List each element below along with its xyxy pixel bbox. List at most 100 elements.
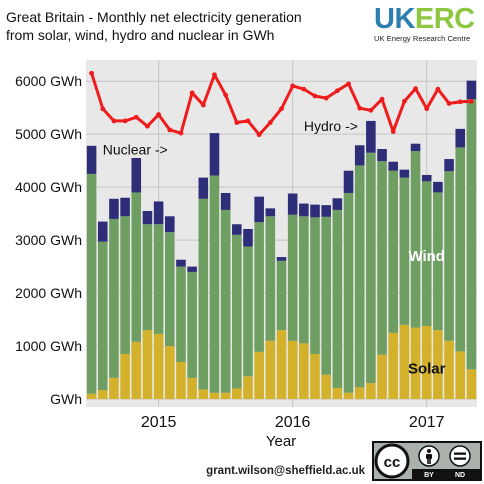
y-tick-label: 1000 GWh (15, 338, 82, 354)
wind-bar (142, 224, 153, 331)
hydro-bar (421, 174, 432, 182)
wind-bar (354, 165, 365, 388)
solar-bar (455, 351, 466, 400)
nuclear-point (334, 88, 340, 94)
solar-bar (332, 387, 343, 400)
y-tick-label: 2000 GWh (15, 285, 82, 301)
nuclear-point (368, 107, 374, 113)
nuclear-point (200, 102, 206, 108)
ukerc-logo: UKERC UK Energy Research Centre (374, 3, 476, 43)
nuclear-point (267, 120, 273, 125)
nuclear-point (122, 118, 128, 124)
wind-bar (287, 214, 298, 341)
nuclear-point (435, 86, 441, 92)
nuclear-point (413, 86, 418, 92)
solar-bar (444, 340, 454, 400)
nuclear-point (223, 92, 229, 98)
hydro-bar (153, 201, 164, 225)
wind-bar (455, 147, 466, 352)
nuclear-point (401, 98, 407, 104)
hydro-bar (120, 197, 130, 217)
wind-bar (97, 241, 108, 391)
hydro-bar (433, 181, 443, 193)
nd-label: ND (455, 472, 465, 479)
wind-bar (86, 173, 97, 394)
solar-bar (433, 330, 443, 400)
y-axis: GWh 1000 GWh 2000 GWh 3000 GWh 4000 GWh 5000 … (15, 73, 82, 407)
wind-bar (399, 177, 410, 325)
solar-bar (176, 361, 186, 400)
nuclear-point (312, 93, 318, 99)
hydro-bar (131, 158, 142, 193)
chart-title-line-2: from solar, wind, hydro and nuclear in G… (6, 27, 274, 43)
wind-bar (310, 217, 320, 355)
wind-bar (421, 181, 432, 326)
hydro-bar (276, 257, 287, 261)
y-tick-label: GWh (50, 391, 82, 407)
hydro-bar (332, 198, 343, 210)
y-tick-label: 4000 GWh (15, 179, 82, 195)
nuclear-point (156, 112, 162, 117)
y-tick-label: 5000 GWh (15, 126, 82, 142)
wind-bar (131, 192, 142, 342)
stacked-bars (86, 80, 477, 400)
wind-bar (254, 222, 264, 352)
wind-bar (187, 271, 197, 378)
wind-bar (366, 152, 376, 384)
solar-bar (265, 340, 276, 400)
solar-bar (243, 376, 253, 400)
solar-bar (321, 374, 331, 400)
wind-bar (377, 161, 387, 355)
hydro-bar (366, 120, 376, 153)
wind-bar (265, 216, 276, 341)
nuclear-point (234, 120, 240, 125)
wind-bar (198, 198, 209, 390)
nuclear-point (424, 106, 430, 112)
nd-equals-icon (449, 445, 471, 467)
hydro-bar (377, 149, 387, 162)
solar-bar (399, 324, 410, 400)
hydro-bar (220, 192, 231, 210)
nuclear-point (189, 90, 195, 96)
nuclear-point (457, 99, 463, 105)
wind-bar (109, 218, 119, 378)
nuclear-point (256, 132, 262, 138)
solar-bar (232, 388, 242, 400)
x-year-label: 2015 (141, 414, 177, 431)
nuclear-point (212, 72, 217, 78)
solar-bar (377, 354, 387, 400)
solar-bar (187, 377, 197, 400)
wind-bar (299, 216, 309, 344)
solar-bar (299, 343, 309, 400)
author-email: grant.wilson@sheffield.ac.uk (206, 465, 365, 477)
hydro-bar (209, 133, 220, 176)
nuclear-point (133, 114, 139, 120)
x-axis: 2015 2016 2017 (141, 414, 445, 431)
wind-bar (220, 209, 231, 393)
hydro-bar (321, 205, 331, 217)
solar-bar (366, 383, 376, 400)
logo-uk-text: UK (374, 3, 415, 35)
solar-bar (131, 341, 142, 400)
by-person-icon (418, 445, 440, 467)
wind-bar (343, 192, 354, 393)
cc-icon-text: cc (384, 454, 401, 471)
wind-label: Wind (408, 248, 445, 265)
hydro-bar (399, 169, 410, 178)
hydro-bar (287, 193, 298, 215)
wind-bar (466, 99, 477, 370)
cc-license-badge[interactable]: cc BY ND (372, 441, 482, 481)
hydro-bar (187, 266, 197, 272)
hydro-bar (299, 203, 309, 217)
cc-icon (374, 443, 410, 479)
solar-bar (153, 333, 164, 400)
hydro-bar (198, 177, 209, 199)
hydro-bar (354, 145, 365, 166)
solar-label: Solar (408, 360, 446, 377)
wind-bar (276, 260, 287, 331)
solar-bar (354, 387, 365, 400)
solar-bar (120, 354, 130, 400)
hydro-bar (388, 161, 398, 171)
x-year-label: 2017 (409, 414, 445, 431)
hydro-bar (410, 143, 421, 152)
